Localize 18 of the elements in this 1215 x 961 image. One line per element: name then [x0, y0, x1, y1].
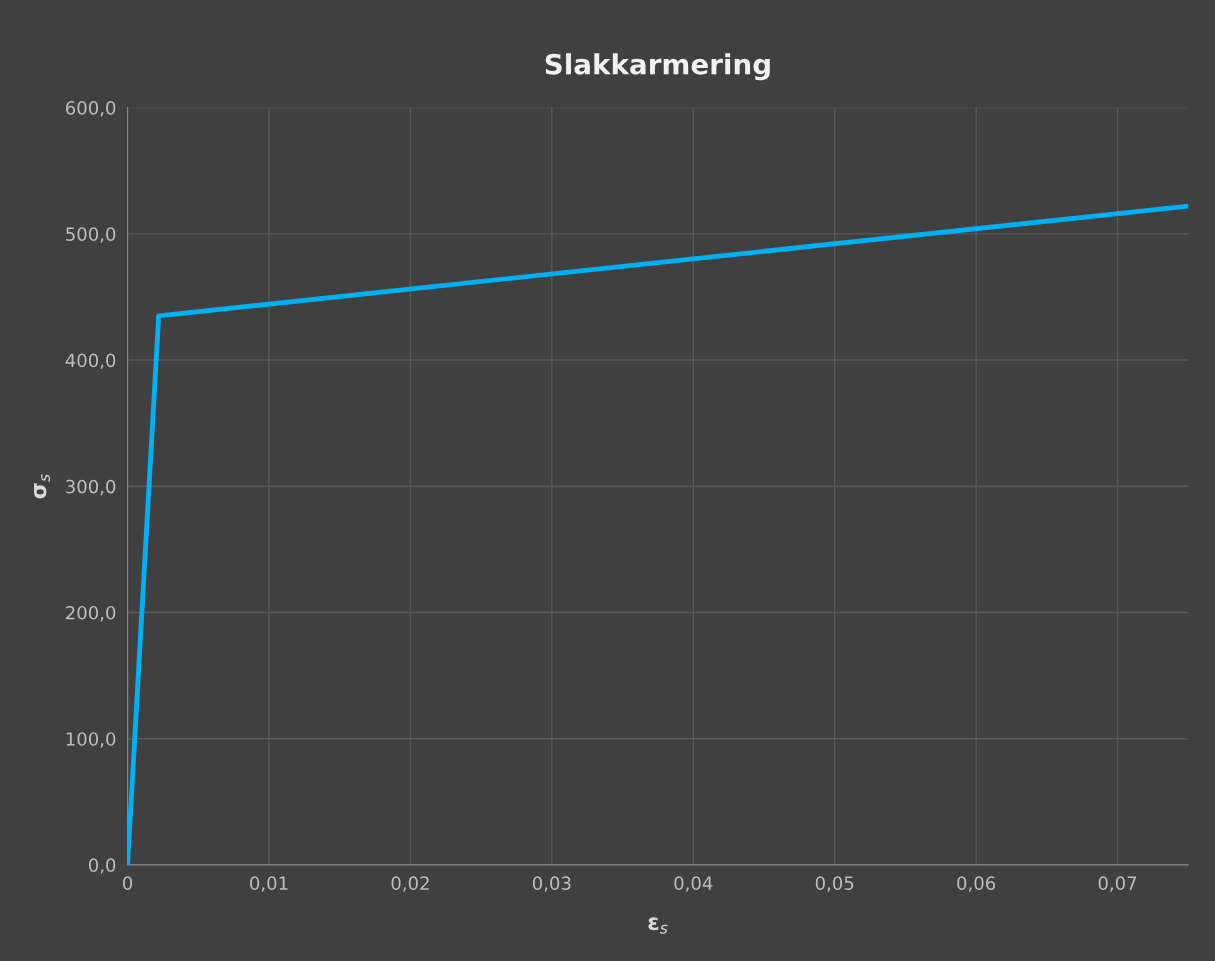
chart-title: Slakkarmering	[545, 53, 770, 81]
x-tick-label: 0,04	[674, 876, 713, 892]
y-tick-label: 100,0	[66, 732, 116, 748]
y-tick-label: 600,0	[66, 101, 116, 117]
y-tick-label: 300,0	[66, 479, 116, 496]
x-tick-label: 0,07	[1098, 876, 1137, 892]
x-tick-label: 0,02	[391, 876, 429, 892]
y-tick-label: 0,0	[88, 858, 116, 874]
x-tick-label: 0,06	[957, 876, 996, 892]
x-tick-label: 0,05	[815, 876, 854, 892]
y-axis-title: σ$_{s}$	[34, 474, 51, 499]
y-tick-label: 400,0	[65, 353, 116, 370]
x-axis-title: ε$_{s}$	[648, 917, 668, 934]
y-tick-label: 200,0	[66, 605, 116, 622]
y-tick-label: 500,0	[66, 227, 116, 243]
x-tick-label: 0,03	[532, 876, 571, 892]
x-tick-label: 0	[123, 876, 133, 890]
x-tick-label: 0,01	[250, 876, 288, 892]
